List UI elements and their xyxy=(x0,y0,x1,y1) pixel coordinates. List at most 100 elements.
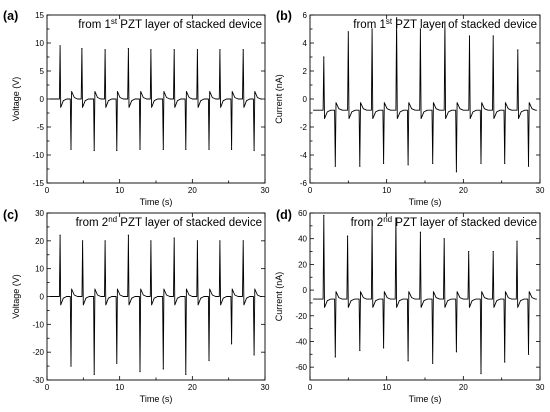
panel-label: (c) xyxy=(3,208,18,222)
negative-peak xyxy=(407,164,409,166)
y-tick-label: -60 xyxy=(295,363,307,372)
y-tick-label: 0 xyxy=(303,286,308,295)
positive-peak xyxy=(517,49,519,51)
positive-peak xyxy=(242,240,244,242)
negative-peak xyxy=(455,351,458,353)
positive-peak xyxy=(219,49,221,51)
y-tick-label: 6 xyxy=(303,11,308,20)
x-tick-label: 0 xyxy=(308,186,313,195)
negative-peak xyxy=(162,368,164,370)
x-tick-label: 20 xyxy=(459,186,468,195)
positive-peak xyxy=(395,217,397,219)
negative-peak xyxy=(230,343,233,345)
positive-peak xyxy=(127,234,129,236)
negative-peak xyxy=(70,365,72,367)
positive-peak xyxy=(82,240,84,242)
y-tick-label: -40 xyxy=(295,337,307,346)
x-tick-label: 20 xyxy=(188,383,197,392)
positive-peak xyxy=(371,28,373,30)
negative-peak xyxy=(116,149,118,152)
y-tick-label: -5 xyxy=(37,123,45,132)
annotation-prefix: from 1 xyxy=(353,19,386,31)
negative-peak xyxy=(432,362,434,364)
positive-peak xyxy=(150,240,152,242)
positive-peak xyxy=(104,49,106,51)
x-tick-label: 20 xyxy=(459,383,468,392)
annotation-suffix: PZT layer of stacked device xyxy=(117,19,262,31)
annotation-superscript: st xyxy=(111,17,118,26)
positive-peak xyxy=(242,49,244,51)
panel-label: (d) xyxy=(276,208,292,222)
x-tick-label: 0 xyxy=(45,186,50,195)
negative-peak xyxy=(185,373,187,376)
positive-peak xyxy=(468,35,471,37)
y-tick-label: 10 xyxy=(35,39,44,48)
y-tick-label: 20 xyxy=(35,237,44,246)
signal-trace xyxy=(49,45,263,151)
y-tick-label: 4 xyxy=(303,39,308,48)
negative-peak xyxy=(383,162,385,164)
negative-peak xyxy=(93,149,95,152)
y-axis-label: Voltage (V) xyxy=(11,77,21,122)
annotation-prefix: from 2 xyxy=(351,217,384,229)
negative-peak xyxy=(334,165,336,167)
negative-peak xyxy=(139,371,141,373)
positive-peak xyxy=(492,250,494,253)
negative-peak xyxy=(383,347,385,349)
negative-peak xyxy=(139,148,141,150)
signal-trace xyxy=(49,234,263,375)
positive-peak xyxy=(196,240,199,242)
negative-peak xyxy=(253,149,255,152)
x-axis-label: Time (s) xyxy=(140,197,173,207)
x-tick-label: 30 xyxy=(536,383,545,392)
plot-frame xyxy=(309,14,541,184)
panel-d: -60 -40 -20 0 20 40 60 0 10 20 30 Time (s) Current (… xyxy=(274,208,545,404)
signal-trace xyxy=(313,215,537,375)
positive-peak xyxy=(81,48,83,50)
negative-peak xyxy=(359,165,361,167)
negative-peak xyxy=(359,349,361,352)
negative-peak xyxy=(70,148,72,150)
negative-peak xyxy=(480,372,482,375)
x-tick-label: 30 xyxy=(536,186,545,195)
annotation-suffix: PZT layer of stacked device xyxy=(392,217,537,229)
y-tick-label: 40 xyxy=(298,235,307,244)
x-tick-label: 10 xyxy=(115,186,124,195)
panel-a: -15 -10 -5 0 5 10 15 0 10 20 30 Time (s) Voltage (V)… xyxy=(3,9,270,207)
annotation: from 1st PZT layer of stacked device xyxy=(78,17,262,31)
negative-peak xyxy=(527,353,530,355)
negative-peak xyxy=(93,373,95,376)
panel-b: -6 -4 -2 0 2 4 6 0 10 20 30 Time (s) Current (nA) (b)… xyxy=(274,9,545,207)
negative-peak xyxy=(480,162,482,164)
negative-peak xyxy=(407,360,409,362)
x-tick-label: 0 xyxy=(45,383,50,392)
x-tick-label: 10 xyxy=(382,186,391,195)
annotation: from 2nd PZT layer of stacked device xyxy=(351,215,537,229)
positive-peak xyxy=(59,45,61,47)
positive-peak xyxy=(59,234,61,236)
y-axis-label: Voltage (V) xyxy=(11,274,21,319)
x-axis-label: Time (s) xyxy=(140,394,173,404)
y-tick-label: -20 xyxy=(32,348,44,357)
negative-peak xyxy=(208,359,210,362)
panel-label: (b) xyxy=(276,9,292,23)
y-tick-label: -30 xyxy=(32,376,44,385)
positive-peak xyxy=(347,31,349,33)
annotation: from 2nd PZT layer of stacked device xyxy=(76,215,262,229)
positive-peak xyxy=(173,237,175,239)
positive-peak xyxy=(492,35,494,37)
y-tick-label: -4 xyxy=(300,151,308,160)
positive-peak xyxy=(419,28,421,30)
y-tick-label: 0 xyxy=(40,95,45,104)
positive-peak xyxy=(173,49,175,51)
negative-peak xyxy=(504,361,506,363)
y-tick-label: 2 xyxy=(303,67,308,76)
y-tick-label: -15 xyxy=(32,179,44,188)
negative-peak xyxy=(527,165,530,167)
positive-peak xyxy=(323,56,325,58)
annotation-suffix: PZT layer of stacked device xyxy=(117,217,262,229)
negative-peak xyxy=(162,148,164,150)
positive-peak xyxy=(196,49,199,51)
annotation: from 1st PZT layer of stacked device xyxy=(353,17,537,31)
